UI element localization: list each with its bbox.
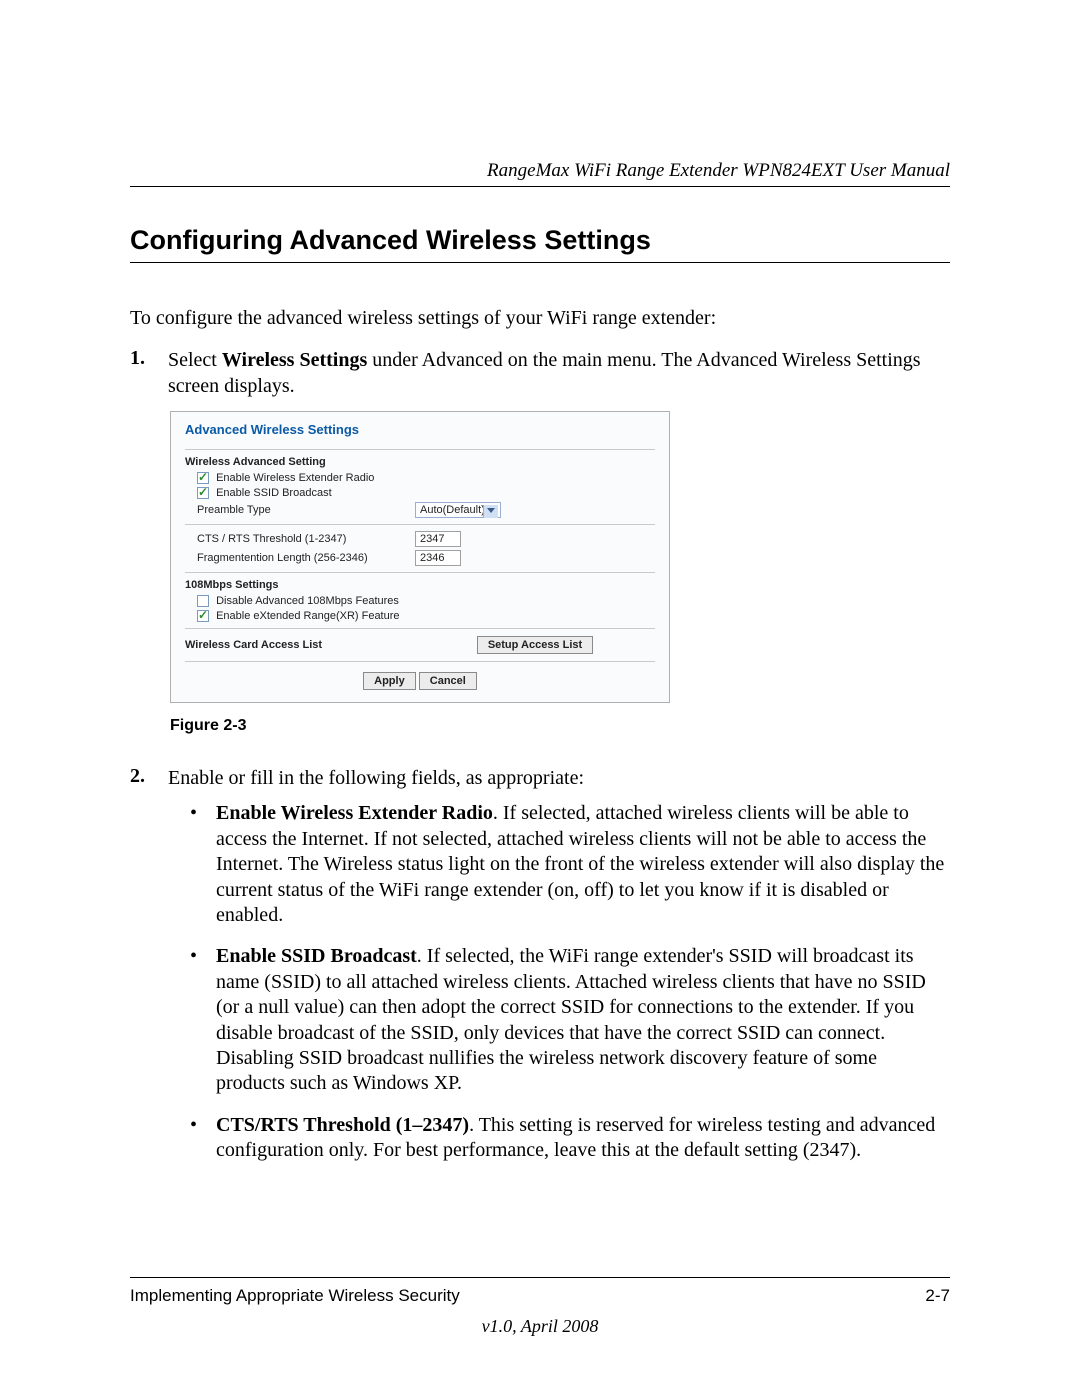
section-heading: Configuring Advanced Wireless Settings [130,225,950,263]
intro-paragraph: To configure the advanced wireless setti… [130,305,950,331]
enable-ssid-label: Enable SSID Broadcast [216,487,332,499]
enable-ssid-row: Enable SSID Broadcast [185,487,415,499]
divider [185,572,655,573]
wireless-advanced-heading: Wireless Advanced Setting [185,456,655,468]
preamble-value: Auto(Default) [420,504,485,516]
bullet-item: • Enable Wireless Extender Radio. If sel… [190,801,950,928]
apply-button[interactable]: Apply [363,672,416,690]
bullet-icon: • [190,801,200,928]
footer-divider [130,1277,950,1278]
enable-radio-label: Enable Wireless Extender Radio [216,472,374,484]
bullet-item: • Enable SSID Broadcast. If selected, th… [190,944,950,1096]
bullet-bold: CTS/RTS Threshold (1–2347) [216,1114,469,1136]
step1-bold: Wireless Settings [222,349,367,371]
enable-ssid-checkbox[interactable] [197,487,209,499]
bullet-bold: Enable SSID Broadcast [216,945,417,967]
footer-left: Implementing Appropriate Wireless Securi… [130,1286,460,1306]
preamble-label: Preamble Type [185,504,415,516]
chevron-down-icon [487,508,495,513]
frag-label: Fragmentention Length (256-2346) [185,552,415,564]
bullet-item: • CTS/RTS Threshold (1–2347). This setti… [190,1113,950,1164]
cts-input[interactable]: 2347 [415,531,461,547]
setup-access-list-button[interactable]: Setup Access List [477,636,593,654]
enable-radio-row: Enable Wireless Extender Radio [185,472,415,484]
figure-caption: Figure 2-3 [170,717,950,735]
step-number: 1. [130,347,154,399]
disable-108-checkbox[interactable] [197,595,209,607]
frag-input[interactable]: 2346 [415,550,461,566]
cancel-button[interactable]: Cancel [419,672,477,690]
footer-version: v1.0, April 2008 [130,1316,950,1337]
108mbps-heading: 108Mbps Settings [185,579,655,591]
bullet-body: Enable Wireless Extender Radio. If selec… [216,801,950,928]
disable-108-label: Disable Advanced 108Mbps Features [216,595,399,607]
divider [185,524,655,525]
step-body: Enable or fill in the following fields, … [168,765,950,791]
divider [185,628,655,629]
step-1: 1. Select Wireless Settings under Advanc… [130,347,950,399]
enable-radio-checkbox[interactable] [197,472,209,484]
bullet-body: Enable SSID Broadcast. If selected, the … [216,944,950,1096]
screenshot-title: Advanced Wireless Settings [185,422,655,437]
step-number: 2. [130,765,154,791]
bullet-body: CTS/RTS Threshold (1–2347). This setting… [216,1113,950,1164]
enable-xr-checkbox[interactable] [197,610,209,622]
cts-label: CTS / RTS Threshold (1-2347) [185,533,415,545]
bullet-bold: Enable Wireless Extender Radio [216,802,493,824]
access-list-heading: Wireless Card Access List [185,639,415,651]
step-body: Select Wireless Settings under Advanced … [168,347,950,399]
settings-screenshot: Advanced Wireless Settings Wireless Adva… [170,411,670,703]
bullet-icon: • [190,1113,200,1164]
step1-prefix: Select [168,349,222,371]
step-2: 2. Enable or fill in the following field… [130,765,950,791]
footer-page-number: 2-7 [925,1286,950,1306]
bullet-rest: . If selected, the WiFi range extender's… [216,945,926,1094]
enable-xr-row: Enable eXtended Range(XR) Feature [185,610,485,622]
preamble-select[interactable]: Auto(Default) [415,502,501,518]
disable-108-row: Disable Advanced 108Mbps Features [185,595,485,607]
document-title: RangeMax WiFi Range Extender WPN824EXT U… [130,160,950,182]
divider [185,449,655,450]
divider [185,661,655,662]
enable-xr-label: Enable eXtended Range(XR) Feature [216,610,399,622]
bullet-icon: • [190,944,200,1096]
